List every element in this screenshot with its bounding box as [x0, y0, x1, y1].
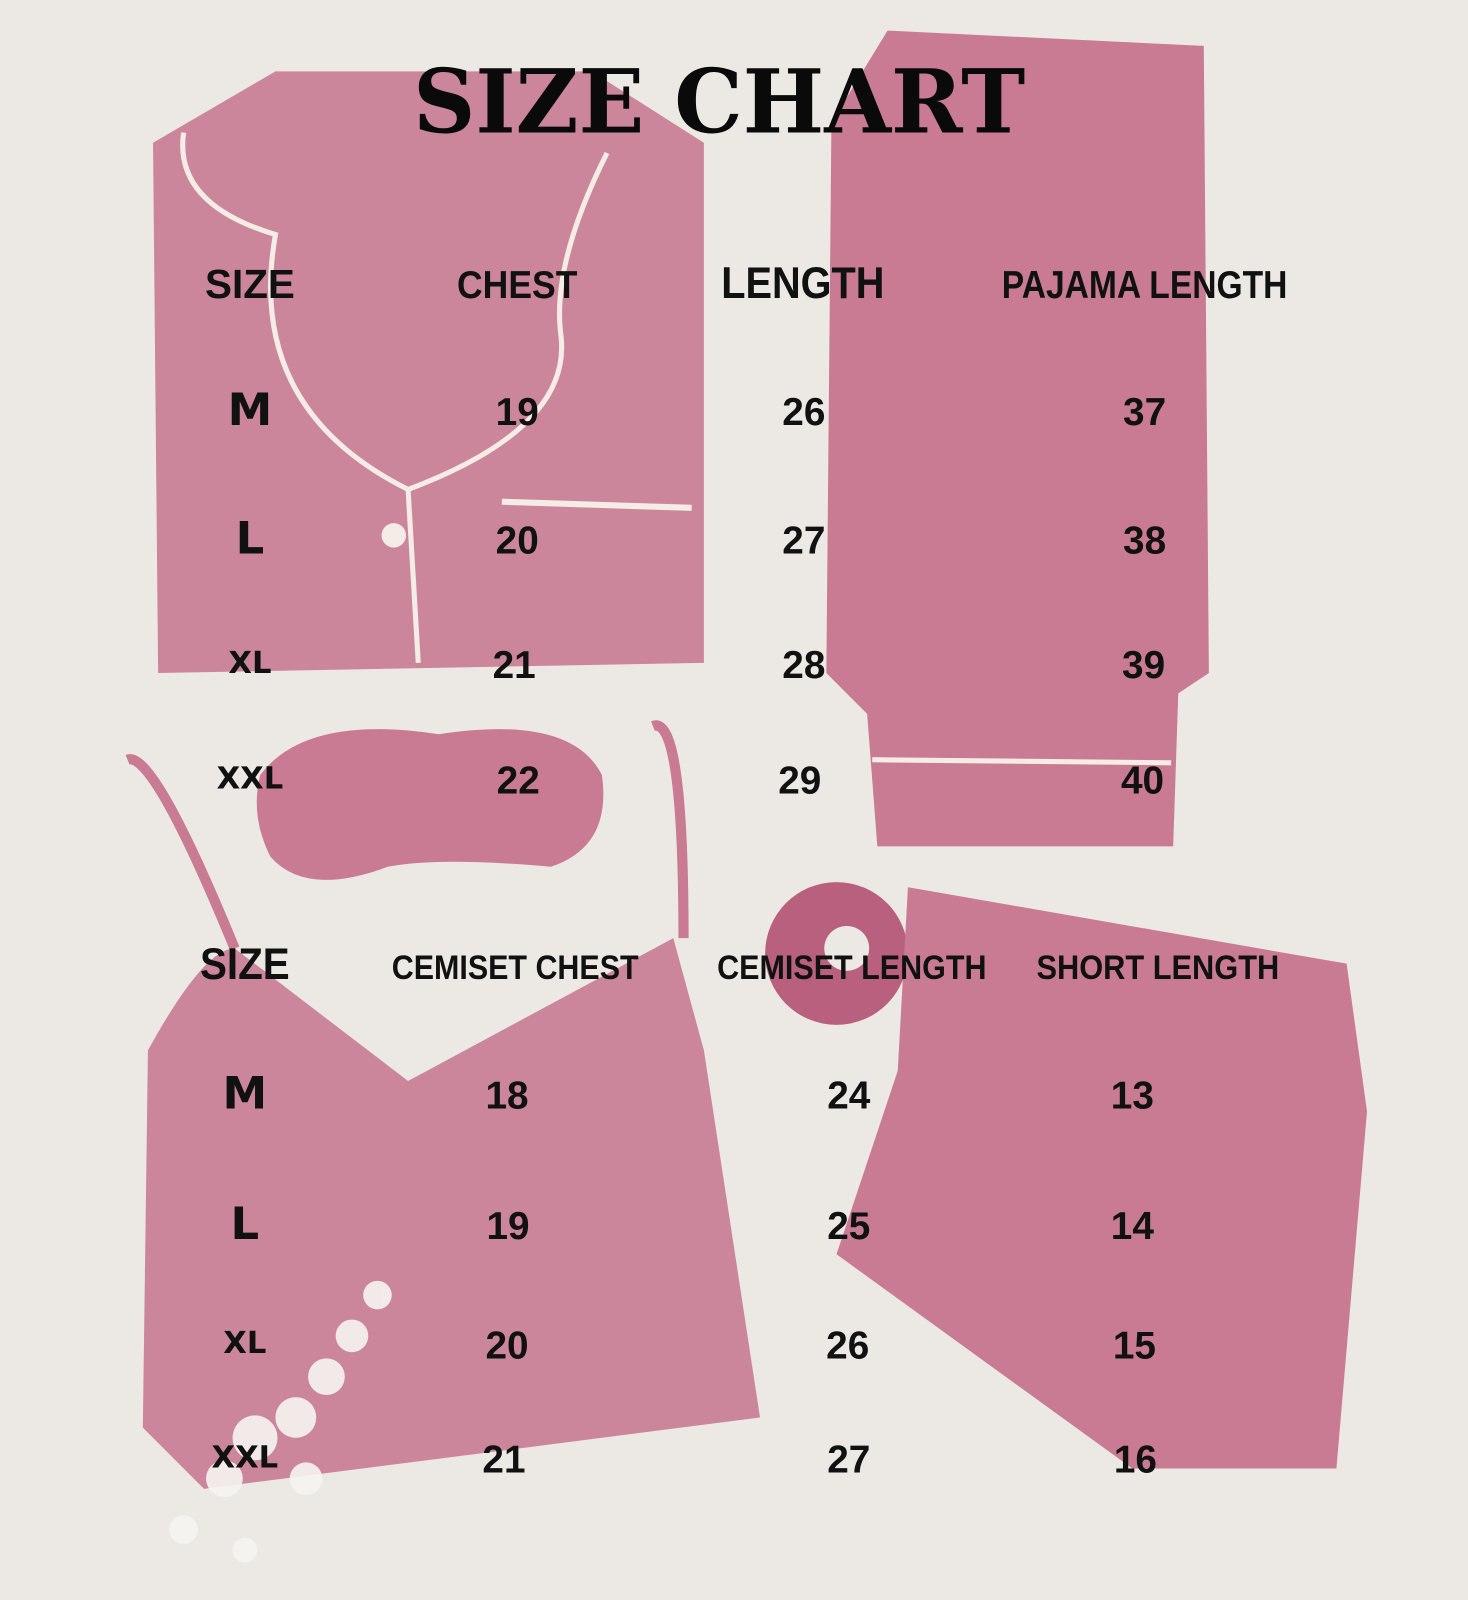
measurement-cell: 26 [782, 391, 825, 434]
cami-strap [125, 720, 689, 951]
column-header: SIZE [205, 261, 295, 307]
column-header: CEMISET CHEST [392, 949, 639, 987]
top-table: SIZE CHEST LENGTH PAJAMA LENGTH M 19 26 37 L 20 27… [205, 257, 1287, 803]
size-label: XXL [212, 1440, 279, 1475]
cami-shape [142, 938, 761, 1489]
measurement-cell: 15 [1113, 1324, 1156, 1367]
measurement-cell: 27 [827, 1439, 870, 1482]
flower-decoration [169, 1280, 392, 1563]
measurement-cell: 29 [778, 759, 821, 802]
measurement-cell: 16 [1114, 1439, 1157, 1482]
measurement-cell: 39 [1122, 644, 1165, 687]
measurement-cell: 21 [482, 1439, 525, 1482]
measurement-cell: 19 [486, 1205, 529, 1248]
size-label: M [228, 383, 273, 436]
shirt-button [381, 523, 407, 548]
measurement-cell: 24 [827, 1074, 871, 1117]
column-header: PAJAMA LENGTH [1002, 264, 1288, 307]
shorts-shape [836, 887, 1368, 1469]
measurement-cell: 21 [493, 644, 536, 687]
measurement-cell: 26 [826, 1324, 869, 1367]
size-label: XXL [217, 761, 284, 796]
measurement-cell: 22 [497, 759, 540, 802]
size-label: XL [228, 646, 271, 681]
measurement-cell: 19 [496, 391, 539, 434]
pajama-hem-piping [872, 757, 1172, 766]
measurement-cell: 38 [1123, 520, 1166, 563]
measurement-cell: 25 [827, 1205, 870, 1248]
scrunchie-hole [824, 925, 870, 971]
pajama-shape [826, 30, 1209, 847]
column-header: CEMISET LENGTH [717, 949, 986, 987]
measurement-cell: 28 [782, 644, 825, 687]
garment-illustrations [125, 30, 1368, 1563]
bottom-table: SIZE CEMISET CHEST CEMISET LENGTH SHORT LEN… [200, 938, 1279, 1482]
measurement-cell: 18 [485, 1074, 528, 1117]
size-label: L [236, 512, 265, 565]
eye-mask-shape [256, 729, 604, 880]
measurement-cell: 20 [485, 1324, 528, 1367]
column-header: LENGTH [721, 257, 884, 308]
size-label: M [223, 1066, 268, 1119]
shirt-pocket-piping [501, 498, 692, 511]
measurement-cell: 14 [1111, 1205, 1155, 1248]
column-header: CHEST [457, 264, 578, 307]
shirt-shape [153, 71, 704, 674]
shirt-collar-piping [180, 132, 610, 663]
measurement-cell: 27 [782, 520, 825, 563]
size-label: L [231, 1197, 260, 1250]
column-header: SIZE [200, 938, 290, 989]
page-title: SIZE CHART [413, 51, 1025, 154]
measurement-cell: 20 [496, 520, 539, 563]
column-header: SHORT LENGTH [1036, 949, 1279, 987]
measurement-cell: 40 [1121, 759, 1164, 802]
measurement-cell: 13 [1111, 1074, 1154, 1117]
size-label: XL [223, 1326, 266, 1361]
measurement-cell: 37 [1123, 391, 1166, 434]
